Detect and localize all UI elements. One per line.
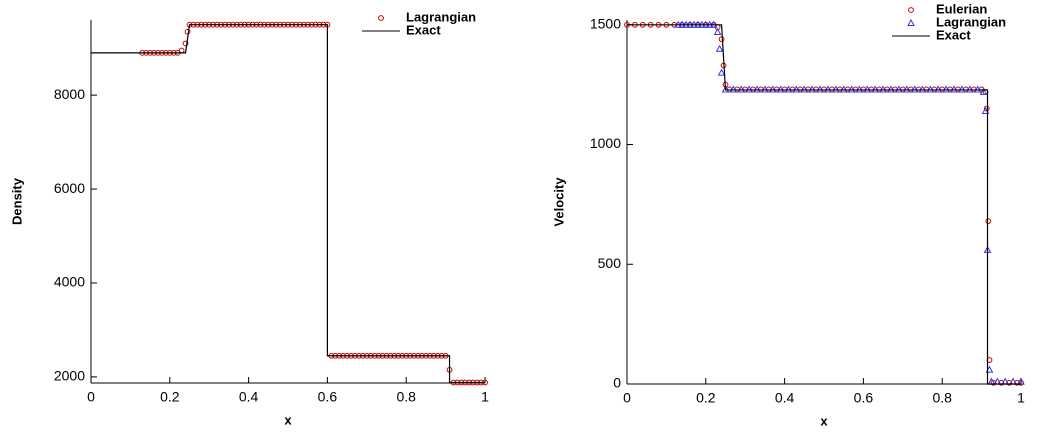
marker xyxy=(713,27,722,35)
exact-line xyxy=(91,24,485,384)
legend-label: Eulerian xyxy=(936,1,987,16)
marker xyxy=(784,85,793,93)
marker xyxy=(863,85,872,93)
marker xyxy=(800,85,809,93)
y-tick-label: 8000 xyxy=(54,86,85,102)
marker xyxy=(973,85,982,93)
marker xyxy=(965,85,974,93)
legend-label: Lagrangian xyxy=(406,9,476,24)
x-tick-label: 0.8 xyxy=(932,390,952,406)
marker xyxy=(934,85,943,93)
legend-marker xyxy=(908,7,914,13)
marker xyxy=(745,85,753,93)
marker xyxy=(1006,379,1013,386)
x-tick-label: 1 xyxy=(481,389,489,405)
marker xyxy=(715,44,724,52)
marker xyxy=(768,85,777,93)
x-tick-label: 0.8 xyxy=(396,389,416,405)
legend-label: Exact xyxy=(936,27,971,42)
x-axis-label: x xyxy=(820,413,828,428)
legend-marker xyxy=(907,18,915,26)
marker xyxy=(717,68,726,76)
marker xyxy=(753,85,761,93)
marker xyxy=(1014,379,1020,386)
y-tick-label: 1000 xyxy=(590,135,621,151)
marker xyxy=(910,85,919,93)
marker xyxy=(950,85,958,93)
marker xyxy=(887,85,895,93)
marker xyxy=(942,85,950,93)
exact-line xyxy=(627,24,1021,385)
x-tick-label: 0.2 xyxy=(696,390,716,406)
y-tick-label: 2000 xyxy=(54,368,85,384)
marker xyxy=(182,40,189,47)
marker xyxy=(998,379,1005,386)
y-tick-label: 0 xyxy=(613,375,621,391)
marker xyxy=(718,36,725,43)
y-axis-label: Density xyxy=(9,177,24,225)
y-axis-label: Velocity xyxy=(551,177,566,227)
y-tick-label: 1500 xyxy=(590,15,621,31)
marker xyxy=(990,379,997,386)
marker xyxy=(902,85,911,93)
marker xyxy=(808,85,817,93)
x-tick-label: 0 xyxy=(87,389,95,405)
x-tick-label: 0.6 xyxy=(854,390,874,406)
y-tick-label: 4000 xyxy=(54,274,85,290)
marker xyxy=(839,85,848,93)
legend-label: Exact xyxy=(406,22,441,37)
marker xyxy=(871,85,880,93)
marker xyxy=(979,87,988,95)
marker xyxy=(824,85,832,93)
marker xyxy=(831,85,840,93)
marker xyxy=(178,47,185,54)
marker xyxy=(761,85,769,93)
x-tick-label: 0 xyxy=(623,390,631,406)
marker xyxy=(776,85,785,93)
y-tick-label: 6000 xyxy=(54,180,85,196)
marker xyxy=(737,85,746,93)
marker xyxy=(855,85,864,93)
y-tick-label: 500 xyxy=(598,255,622,271)
x-tick-label: 0.2 xyxy=(160,389,180,405)
marker xyxy=(926,85,935,93)
x-tick-label: 0.4 xyxy=(239,389,259,405)
marker xyxy=(879,85,887,93)
marker xyxy=(184,28,191,35)
marker xyxy=(847,85,856,93)
marker xyxy=(985,218,992,225)
marker xyxy=(721,85,730,93)
legend-marker xyxy=(378,15,384,21)
marker xyxy=(816,85,824,93)
x-axis-label: x xyxy=(284,412,292,427)
x-tick-label: 1 xyxy=(1017,390,1025,406)
marker xyxy=(918,85,927,93)
x-tick-label: 0.6 xyxy=(318,389,338,405)
x-tick-label: 0.4 xyxy=(775,390,795,406)
marker xyxy=(729,85,738,93)
marker xyxy=(895,85,903,93)
legend-label: Lagrangian xyxy=(936,14,1006,29)
marker xyxy=(792,85,801,93)
marker xyxy=(958,85,966,93)
